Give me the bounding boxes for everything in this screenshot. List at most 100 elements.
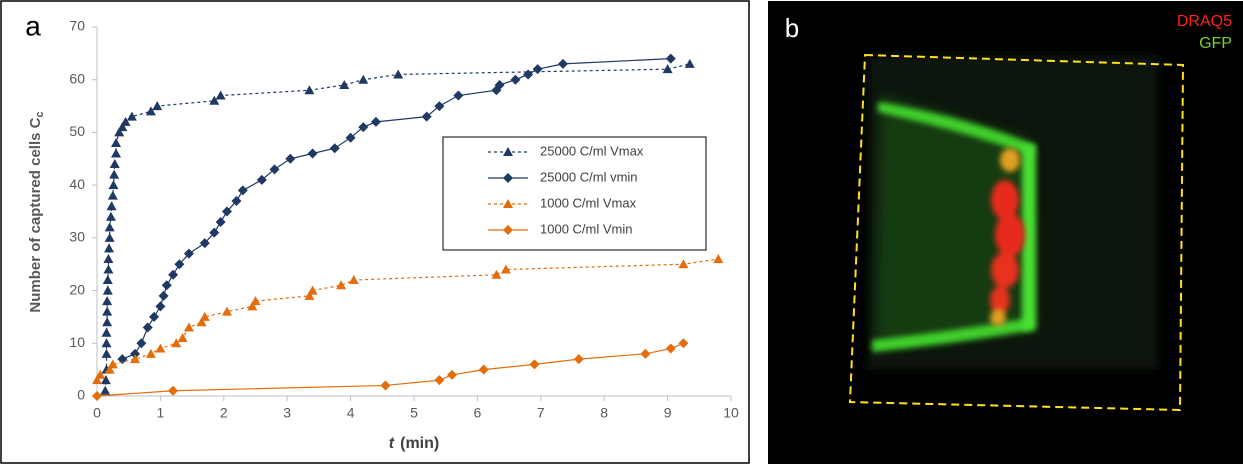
diamond-marker	[665, 343, 676, 354]
triangle-marker	[103, 253, 114, 263]
triangle-marker	[199, 311, 210, 321]
triangle-marker	[111, 148, 122, 158]
y-tick-label: 30	[69, 229, 85, 245]
microscopy-panel: b DRAQ5 GFP	[768, 1, 1243, 464]
x-tick-label: 6	[474, 405, 482, 421]
y-axis-label-main: Number of captured cells C	[27, 117, 44, 312]
diamond-marker	[329, 143, 340, 154]
diamond-marker	[269, 164, 280, 175]
diamond-marker	[183, 248, 194, 259]
x-tick-label: 4	[347, 405, 355, 421]
triangle-marker	[102, 306, 113, 316]
y-tick-label: 40	[69, 176, 85, 192]
diamond-marker	[453, 90, 464, 101]
diamond-marker	[199, 238, 210, 249]
diamond-marker	[478, 364, 489, 375]
triangle-marker	[393, 69, 404, 79]
diamond-marker	[573, 354, 584, 365]
x-tick-label: 10	[723, 405, 739, 421]
diamond-marker	[231, 195, 242, 206]
diamond-marker	[447, 369, 458, 380]
diamond-marker	[370, 116, 381, 127]
triangle-marker	[105, 211, 116, 221]
triangle-marker	[104, 232, 115, 242]
diamond-marker	[510, 74, 521, 85]
triangle-marker	[183, 322, 194, 332]
diamond-marker	[174, 259, 185, 270]
diamond-marker	[142, 322, 153, 333]
diamond-marker	[209, 227, 220, 238]
triangle-marker	[209, 95, 220, 105]
diamond-marker	[358, 122, 369, 133]
triangle-marker	[104, 222, 115, 232]
region-outline	[848, 53, 1185, 412]
diamond-marker	[307, 148, 318, 159]
triangle-marker	[111, 137, 122, 147]
diamond-marker	[640, 348, 651, 359]
triangle-marker	[171, 338, 182, 348]
diamond-marker	[434, 375, 445, 386]
y-tick-label: 20	[69, 281, 85, 297]
triangle-marker	[102, 317, 113, 327]
triangle-marker	[152, 101, 163, 111]
triangle-marker	[106, 201, 117, 211]
triangle-marker	[155, 343, 166, 353]
triangle-marker	[247, 301, 258, 311]
triangle-marker	[101, 338, 112, 348]
x-axis-label-var: t	[389, 435, 395, 452]
diamond-marker	[345, 132, 356, 143]
x-tick-label: 3	[283, 405, 291, 421]
diamond-marker	[523, 69, 534, 80]
triangle-marker	[215, 90, 226, 100]
triangle-marker	[177, 333, 188, 343]
diamond-marker	[380, 380, 391, 391]
diamond-marker	[168, 385, 179, 396]
triangle-marker	[120, 116, 131, 126]
channel-label: DRAQ5	[1177, 13, 1232, 30]
triangle-marker	[336, 280, 347, 290]
legend-label: 1000 C/ml Vmax	[540, 195, 637, 210]
triangle-marker	[662, 64, 673, 74]
triangle-marker	[145, 106, 156, 116]
diamond-marker	[215, 217, 226, 228]
channel-wall	[1022, 145, 1036, 330]
triangle-marker	[101, 348, 112, 358]
triangle-marker	[304, 290, 315, 300]
y-tick-label: 60	[69, 70, 85, 86]
triangle-marker	[114, 127, 125, 137]
channel-top-edge	[878, 102, 1035, 155]
y-axis-label: Number of captured cells Cc	[27, 111, 46, 312]
triangle-marker	[348, 275, 359, 285]
triangle-marker	[358, 74, 369, 84]
diamond-marker	[503, 173, 513, 183]
triangle-marker	[339, 79, 350, 89]
triangle-marker	[503, 147, 513, 156]
diamond-marker	[494, 79, 505, 90]
diamond-marker	[92, 391, 102, 401]
triangle-marker	[102, 285, 113, 295]
diamond-marker	[136, 338, 147, 349]
legend-label: 25000 C/ml Vmax	[540, 143, 644, 158]
x-tick-label: 2	[220, 405, 228, 421]
x-tick-label: 0	[93, 405, 101, 421]
triangle-marker	[102, 296, 113, 306]
diamond-marker	[237, 185, 248, 196]
diamond-marker	[168, 269, 179, 280]
diamond-marker	[678, 338, 689, 349]
diamond-marker	[665, 53, 676, 64]
triangle-marker	[250, 296, 261, 306]
y-axis-label-sub: c	[34, 111, 46, 117]
diamond-marker	[434, 101, 445, 112]
diamond-marker	[155, 301, 166, 312]
triangle-marker	[107, 190, 118, 200]
x-tick-label: 7	[537, 405, 545, 421]
diamond-marker	[421, 111, 432, 122]
diamond-marker	[503, 225, 513, 235]
diamond-marker	[117, 354, 128, 365]
legend-label: 25000 C/ml vmin	[540, 169, 638, 184]
x-tick-label: 8	[600, 405, 608, 421]
triangle-marker	[678, 259, 689, 269]
triangle-marker	[503, 199, 513, 208]
triangle-marker	[102, 275, 113, 285]
